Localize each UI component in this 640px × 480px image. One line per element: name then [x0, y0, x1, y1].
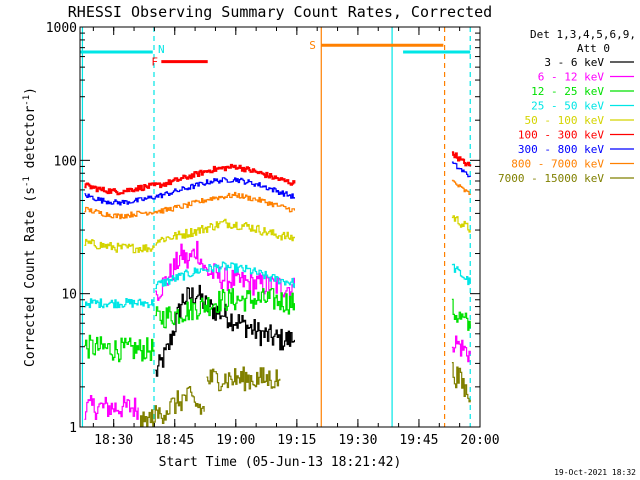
x-tick-label: 19:30 [338, 433, 377, 448]
series-7000-15000-kev-line [206, 366, 281, 392]
legend-label: 25 - 50 keV [531, 100, 604, 113]
y-tick-label: 100 [54, 154, 77, 169]
legend-header-1: Det 1,3,4,5,6,9, [530, 28, 636, 41]
series-50-100-kev-line [84, 238, 155, 254]
series-7000-15000-kev-line [451, 362, 471, 403]
x-tick-label: 20:00 [460, 433, 499, 448]
series-50-100-kev-line [451, 215, 471, 233]
y-axis-label: Corrected Count Rate (s-1 detector-1) [22, 87, 38, 367]
vertical-marker-lines [81, 27, 471, 427]
y-label-end: ) [23, 87, 38, 95]
series-12-25-kev-line [155, 288, 295, 329]
legend-label: 7000 - 15000 keV [498, 172, 604, 185]
series-50-100-kev-line [155, 218, 295, 246]
y-tick-label: 1000 [46, 21, 77, 36]
x-axis-label: Start Time (05-Jun-13 18:21:42) [159, 455, 402, 470]
legend-label: 100 - 300 keV [518, 129, 604, 142]
series-800-7000-kev-line [451, 179, 471, 195]
y-tick-label: 1 [69, 421, 77, 436]
legend-label: 6 - 12 keV [538, 71, 605, 84]
chart-title: RHESSI Observing Summary Count Rates, Co… [68, 3, 492, 21]
series-6-12-kev-line [155, 240, 295, 301]
x-tick-label: 19:15 [277, 433, 316, 448]
legend-label: 800 - 7000 keV [511, 158, 604, 171]
axis-layer: 18:30 18:45 19:00 19:15 19:30 19:45 20:00 1 10 10… [46, 21, 500, 448]
y-label-main: Corrected Count Rate (s [23, 187, 38, 367]
legend-label: 50 - 100 keV [525, 114, 605, 127]
legend-label: 300 - 800 keV [518, 143, 604, 156]
flag-label-f: F [151, 56, 158, 69]
series-6-12-kev-line [451, 335, 471, 363]
plot-frame [79, 26, 481, 428]
flag-label-n: N [158, 43, 165, 56]
legend-label: 3 - 6 keV [544, 56, 604, 69]
x-tick-label: 18:30 [94, 433, 133, 448]
series-300-800-kev-line [451, 161, 471, 178]
series-300-800-kev-line [84, 177, 295, 206]
x-tick-label: 19:00 [216, 433, 255, 448]
x-tick-label: 18:45 [155, 433, 194, 448]
x-tick-label: 19:45 [399, 433, 438, 448]
series-7000-15000-kev-line [140, 386, 205, 427]
series-12-25-kev-line [451, 298, 471, 331]
series-25-50-kev-line [451, 263, 471, 286]
legend-label: 12 - 25 keV [531, 85, 604, 98]
legend: Det 1,3,4,5,6,9, Att 0 3 - 6 keV 6 - 12 k… [498, 28, 636, 185]
series-layer [84, 151, 472, 427]
series-100-300-kev-line [84, 163, 296, 196]
flag-layer: NF S [80, 39, 471, 69]
y-label-mid: detector [23, 106, 38, 177]
series-6-12-kev-line [84, 395, 139, 420]
series-12-25-kev-line [84, 334, 155, 363]
series-100-300-kev-line [451, 151, 472, 167]
series-800-7000-kev-line [84, 191, 295, 220]
series-25-50-kev-line [155, 261, 295, 290]
flag-label-s: S [309, 39, 316, 52]
y-label-sup1: -1 [22, 176, 32, 187]
footer-date: 19-Oct-2021 18:32 [554, 468, 636, 477]
y-tick-label: 10 [61, 288, 77, 303]
y-label-sup2: -1 [22, 95, 32, 106]
series-25-50-kev-line [84, 298, 155, 309]
legend-header-2: Att 0 [577, 42, 610, 55]
